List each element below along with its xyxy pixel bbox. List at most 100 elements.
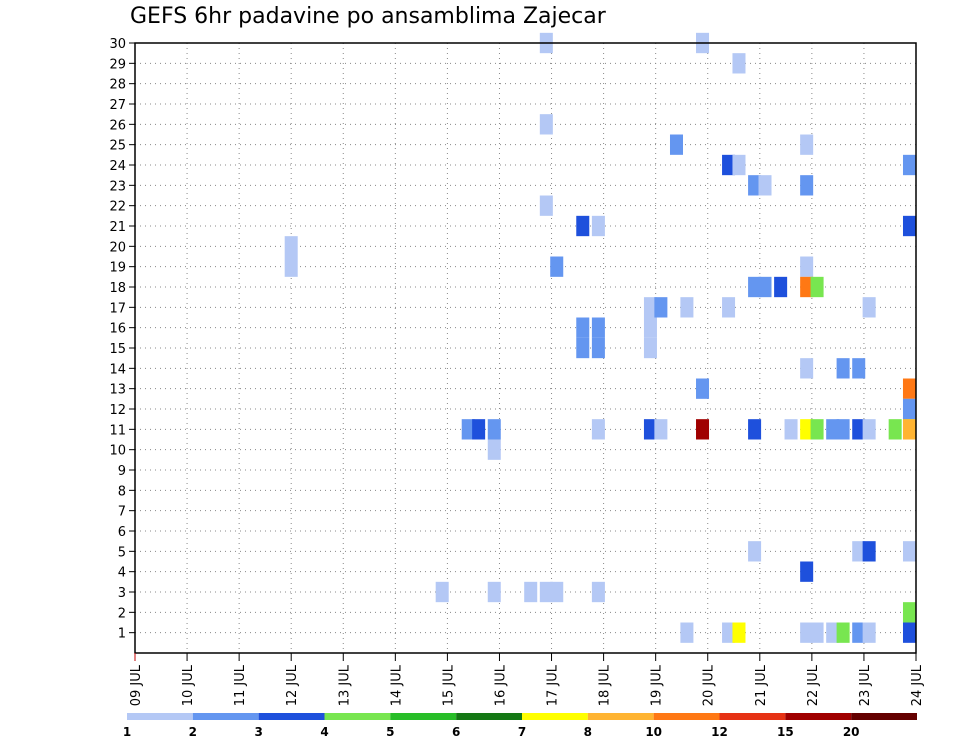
y-tick-label: 16 (109, 322, 126, 337)
precip-cell (902, 622, 916, 643)
y-tick-label: 7 (118, 505, 126, 520)
precip-cell (836, 358, 850, 379)
precip-cell (748, 175, 762, 196)
colorbar-segment (127, 713, 193, 720)
colorbar-segment (851, 713, 917, 720)
precip-cell (862, 541, 876, 562)
colorbar-segment (324, 713, 391, 720)
precip-cell (576, 317, 590, 338)
colorbar-segment (785, 713, 852, 720)
y-tick-label: 5 (118, 545, 126, 560)
colorbar-label: 5 (386, 725, 394, 739)
precip-cell (758, 175, 772, 196)
precip-cell (836, 419, 850, 440)
precip-cell (836, 622, 850, 643)
y-tick-label: 8 (118, 484, 126, 499)
precip-cell (800, 358, 814, 379)
colorbar-segment (653, 713, 720, 720)
y-tick-label: 29 (109, 57, 126, 72)
precip-cell (722, 154, 736, 176)
precip-cell (852, 358, 866, 379)
precip-cell (758, 276, 772, 298)
precip-cell (902, 419, 916, 440)
precip-cell (654, 297, 668, 318)
precip-cell (680, 297, 694, 318)
precip-cell (810, 419, 824, 440)
colorbar-segment (192, 713, 259, 720)
precip-cell (487, 581, 501, 603)
precip-cell (826, 419, 840, 440)
y-tick-label: 10 (109, 444, 126, 459)
precip-cell (284, 236, 298, 257)
x-tick-label: 11 JUL (233, 664, 248, 706)
grid-lines (135, 42, 916, 653)
x-tick-label: 16 JUL (493, 664, 508, 706)
precip-cell (800, 276, 814, 298)
precip-cell (902, 378, 916, 399)
precip-cell (591, 337, 605, 359)
precip-cell (862, 622, 876, 643)
x-tick-label: 18 JUL (598, 664, 613, 706)
precip-cell (591, 581, 605, 603)
y-tick-label: 21 (109, 220, 126, 235)
colorbar-segment (522, 713, 588, 720)
precip-cell (852, 541, 866, 562)
precip-cell (591, 215, 605, 237)
precip-cell (810, 276, 824, 298)
colorbar-label: 20 (843, 725, 860, 739)
precip-cell (576, 337, 590, 359)
precip-cell (524, 581, 538, 603)
colorbar-segment (390, 713, 457, 720)
x-tick-label: 20 JUL (702, 664, 717, 706)
y-tick-label: 30 (109, 37, 126, 52)
y-tick-label: 6 (118, 525, 126, 540)
x-tick-label: 23 JUL (858, 664, 873, 706)
precip-cell (826, 622, 840, 643)
y-tick-label: 23 (109, 179, 126, 194)
colorbar-label: 1 (123, 725, 131, 739)
precip-cell (748, 419, 762, 440)
x-tick-label: 17 JUL (546, 664, 561, 706)
precip-cell (732, 154, 746, 176)
precip-cell (748, 276, 762, 298)
precip-cell (800, 622, 814, 643)
precip-cell (539, 195, 553, 216)
colorbar-segment (719, 713, 786, 720)
precip-cell (902, 541, 916, 562)
colorbar-label: 2 (189, 725, 197, 739)
precip-cell (539, 114, 553, 135)
precip-cell (800, 256, 814, 277)
precip-cell (902, 154, 916, 176)
precip-cell (539, 581, 553, 603)
colorbar-label: 8 (584, 725, 592, 739)
y-tick-label: 11 (109, 423, 126, 438)
precip-cell (696, 419, 710, 440)
precip-cell (643, 297, 657, 318)
precip-cell (800, 419, 814, 440)
precip-cell (862, 297, 876, 318)
x-tick-label: 10 JUL (181, 664, 196, 706)
y-tick-label: 20 (109, 240, 126, 255)
y-tick-label: 13 (109, 383, 126, 398)
precip-cell (774, 276, 788, 298)
x-axis: 09 JUL 10 JUL 11 JUL 12 JUL 13 JUL 14 JUL 15 J… (129, 653, 925, 706)
y-tick-label: 22 (109, 200, 126, 215)
precip-cell (810, 622, 824, 643)
colorbar-label: 10 (645, 725, 662, 739)
y-tick-label: 9 (118, 464, 126, 479)
colorbar-label: 3 (254, 725, 262, 739)
precip-cell (487, 439, 501, 460)
precip-cell (550, 581, 564, 603)
precip-cell (800, 175, 814, 196)
precip-cell (784, 419, 798, 440)
precip-cell (696, 378, 710, 399)
x-tick-label: 09 JUL (129, 664, 144, 706)
x-tick-label: 13 JUL (337, 664, 352, 706)
y-axis: 1234567891011121314151617181920212223242… (109, 37, 135, 642)
precip-cell (591, 419, 605, 440)
precip-cell (852, 419, 866, 440)
precip-cell (461, 419, 475, 440)
colorbar-label: 4 (320, 725, 328, 739)
precip-cell (591, 317, 605, 338)
y-tick-label: 2 (118, 606, 126, 621)
